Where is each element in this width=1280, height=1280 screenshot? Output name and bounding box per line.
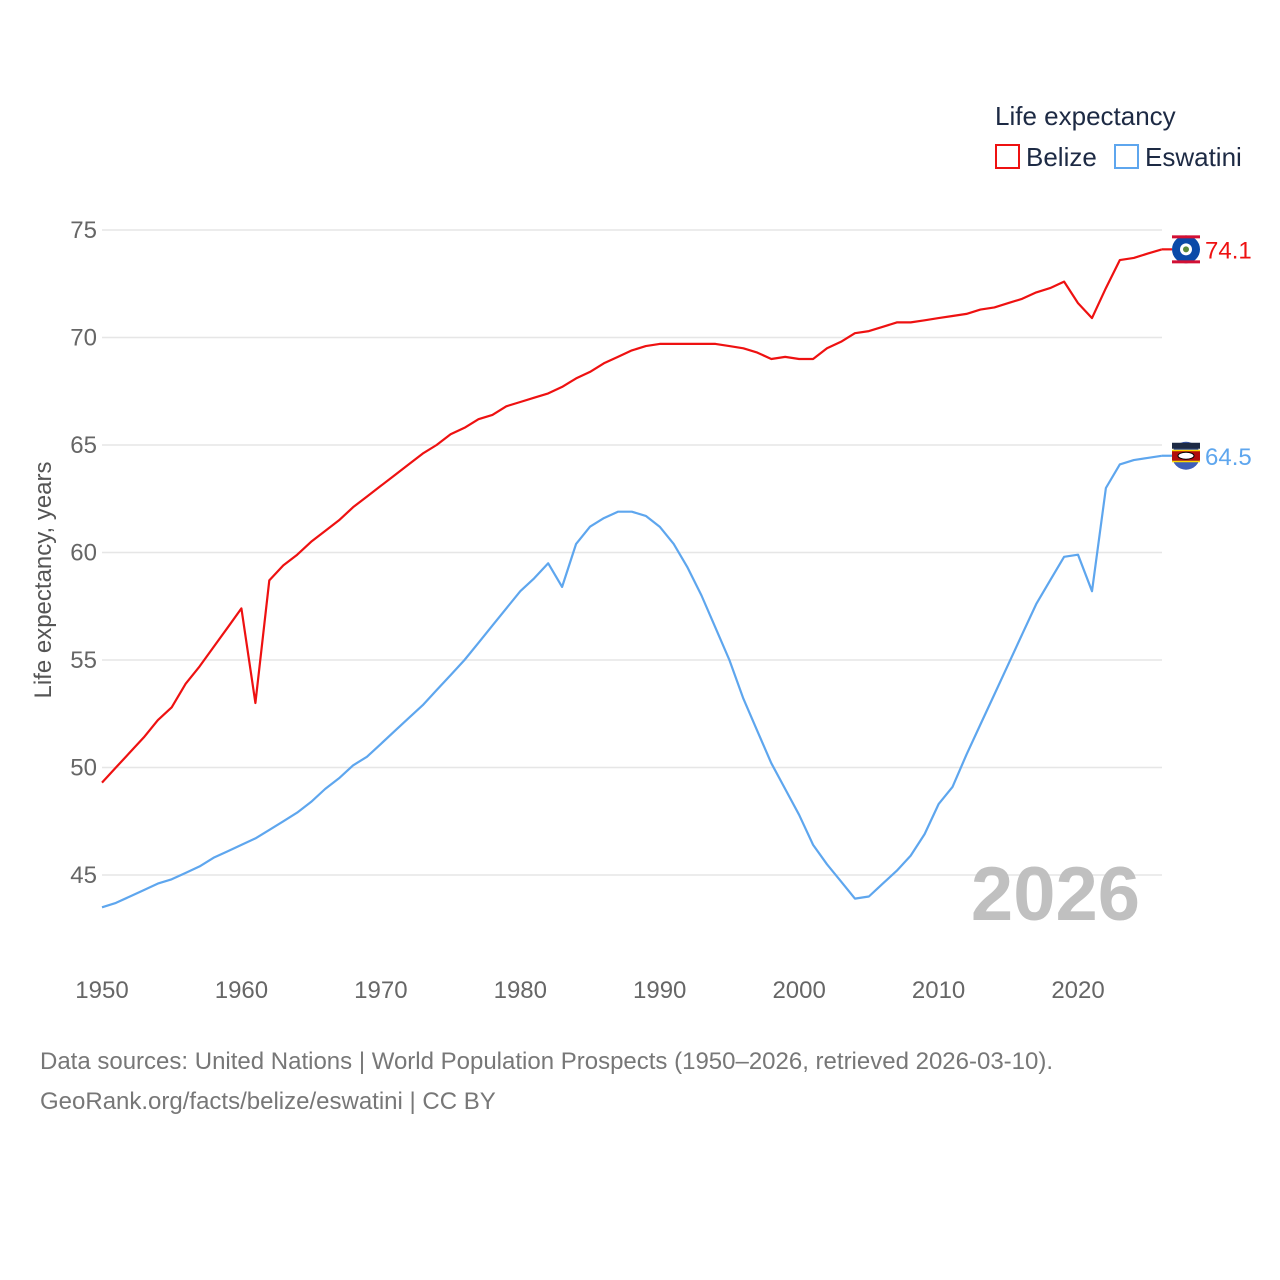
y-tick-label: 55 bbox=[70, 647, 97, 674]
y-tick-label: 65 bbox=[70, 432, 97, 459]
year-watermark: 2026 bbox=[971, 852, 1140, 937]
legend-swatch-belize[interactable] bbox=[995, 144, 1020, 169]
x-tick-label: 2000 bbox=[772, 977, 825, 1004]
legend-label-eswatini[interactable]: Eswatini bbox=[1145, 142, 1242, 172]
x-tick-label: 2020 bbox=[1051, 977, 1104, 1004]
belize-flag-icon bbox=[1161, 235, 1200, 264]
y-axis-label: Life expectancy, years bbox=[30, 461, 57, 698]
grid-lines bbox=[102, 229, 1162, 876]
legend-swatch-eswatini[interactable] bbox=[1114, 144, 1139, 169]
series-lines bbox=[101, 248, 1163, 909]
legend-title: Life expectancy bbox=[995, 101, 1176, 131]
y-tick-label: 50 bbox=[70, 755, 97, 782]
footer: Data sources: United Nations | World Pop… bbox=[40, 1042, 1053, 1122]
legend: Life expectancy Belize Eswatini bbox=[995, 101, 1242, 172]
x-tick-label: 1980 bbox=[494, 977, 547, 1004]
series-line-belize[interactable] bbox=[101, 248, 1163, 784]
legend-label-belize[interactable]: Belize bbox=[1026, 142, 1097, 172]
x-tick-label: 1990 bbox=[633, 977, 686, 1004]
y-tick-label: 75 bbox=[70, 217, 97, 244]
attribution-link[interactable]: GeoRank.org/facts/belize/eswatini | CC B… bbox=[40, 1088, 496, 1115]
y-axis-ticks: 45 50 55 60 65 70 75 bbox=[70, 217, 97, 889]
x-axis-ticks: 1950 1960 1970 1980 1990 2000 2010 2020 bbox=[75, 977, 1104, 1004]
x-tick-label: 2010 bbox=[912, 977, 965, 1004]
end-value-label-belize: 74.1 bbox=[1205, 237, 1252, 264]
x-tick-label: 1970 bbox=[354, 977, 407, 1004]
end-value-label-eswatini: 64.5 bbox=[1205, 444, 1252, 471]
y-tick-label: 70 bbox=[70, 325, 97, 352]
data-source-text: Data sources: United Nations | World Pop… bbox=[40, 1048, 1054, 1075]
x-tick-label: 1950 bbox=[75, 977, 128, 1004]
series-line-eswatini[interactable] bbox=[101, 454, 1162, 909]
y-tick-label: 60 bbox=[70, 540, 97, 567]
x-tick-label: 1960 bbox=[215, 977, 268, 1004]
y-tick-label: 45 bbox=[70, 862, 97, 889]
eswatini-flag-icon bbox=[1161, 441, 1200, 470]
